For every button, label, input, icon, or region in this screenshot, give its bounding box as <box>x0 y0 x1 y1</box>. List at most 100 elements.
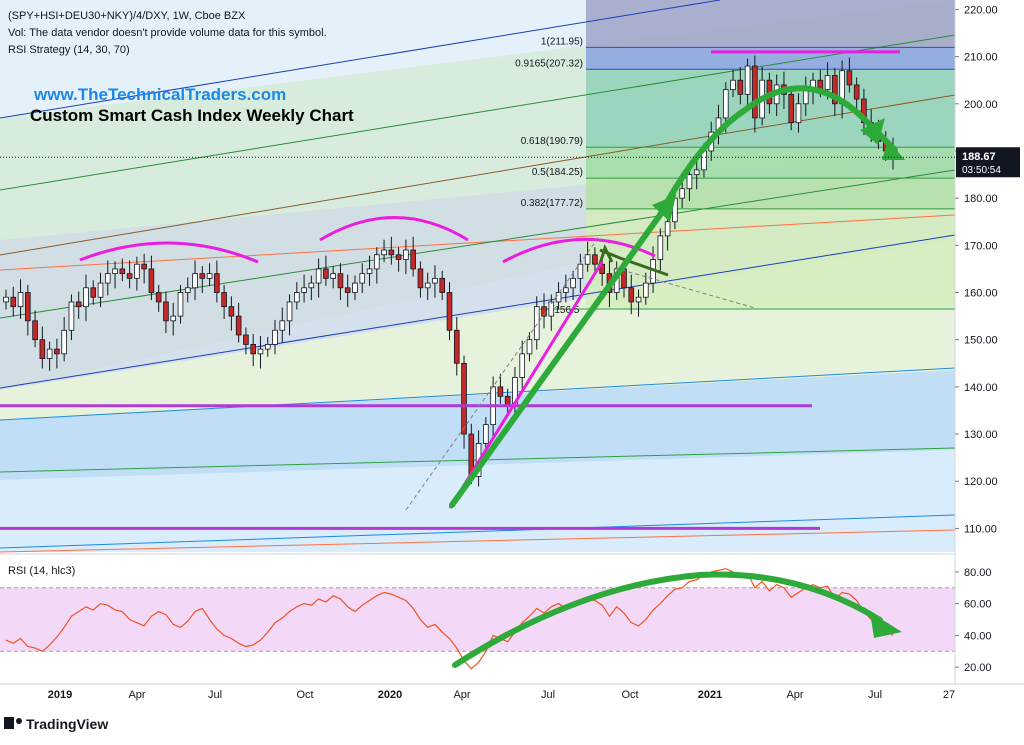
price-candle[interactable] <box>693 156 700 190</box>
price-candle[interactable] <box>221 284 227 319</box>
price-candle[interactable] <box>526 332 533 362</box>
price-candle[interactable] <box>170 302 177 336</box>
price-candle[interactable] <box>439 270 446 301</box>
price-candle[interactable] <box>214 260 220 303</box>
price-candle[interactable] <box>25 284 31 336</box>
price-candle[interactable] <box>308 275 315 301</box>
price-candle[interactable] <box>744 58 751 107</box>
price-candle[interactable] <box>163 291 169 334</box>
price-candle[interactable] <box>730 69 736 98</box>
candle-body <box>141 263 147 270</box>
candle-layer[interactable] <box>3 55 896 487</box>
price-candle[interactable] <box>853 77 860 109</box>
price-candle[interactable] <box>832 67 838 117</box>
price-candle[interactable] <box>90 280 97 305</box>
price-candle[interactable] <box>54 338 60 369</box>
price-candle[interactable] <box>97 272 104 308</box>
price-candle[interactable] <box>134 256 140 291</box>
price-candle[interactable] <box>628 274 635 315</box>
price-candle[interactable] <box>453 317 460 376</box>
price-candle[interactable] <box>294 282 300 310</box>
price-candle[interactable] <box>17 279 24 319</box>
price-candle[interactable] <box>635 289 642 317</box>
price-candle[interactable] <box>446 282 453 341</box>
price-candle[interactable] <box>3 289 9 310</box>
price-candle[interactable] <box>264 336 271 357</box>
price-candle[interactable] <box>584 241 591 272</box>
price-candle[interactable] <box>75 291 82 319</box>
price-candle[interactable] <box>352 275 358 301</box>
time-tick-label: Jul <box>541 689 555 701</box>
candle-body <box>163 301 169 322</box>
price-candle[interactable] <box>32 310 38 348</box>
price-candle[interactable] <box>257 335 264 369</box>
price-candle[interactable] <box>337 263 344 301</box>
price-candle[interactable] <box>250 334 256 367</box>
price-candle[interactable] <box>141 253 147 284</box>
price-candle[interactable] <box>243 327 249 355</box>
price-candle[interactable] <box>417 261 424 298</box>
price-candle[interactable] <box>68 294 75 341</box>
price-candle[interactable] <box>497 373 504 404</box>
price-candle[interactable] <box>206 263 213 286</box>
price-candle[interactable] <box>395 247 402 272</box>
price-candle[interactable] <box>46 341 53 371</box>
price-candle[interactable] <box>155 284 162 312</box>
price-candle[interactable] <box>301 274 307 303</box>
price-candle[interactable] <box>184 277 191 303</box>
price-candle[interactable] <box>577 253 584 293</box>
price-candle[interactable] <box>330 266 336 289</box>
price-candle[interactable] <box>344 274 351 308</box>
price-candle[interactable] <box>104 260 111 296</box>
price-candle[interactable] <box>228 296 235 331</box>
price-candle[interactable] <box>752 55 758 133</box>
price-candle[interactable] <box>563 274 569 303</box>
candle-body <box>10 296 17 308</box>
price-candle[interactable] <box>519 340 526 393</box>
price-candle[interactable] <box>286 294 293 336</box>
price-candle[interactable] <box>10 286 17 317</box>
price-candle[interactable] <box>366 255 373 286</box>
price-candle[interactable] <box>119 258 126 282</box>
price-candle[interactable] <box>112 261 118 289</box>
price-candle[interactable] <box>192 260 198 301</box>
watermark-url[interactable]: www.TheTechnicalTraders.com <box>33 85 286 104</box>
price-candle[interactable] <box>315 258 322 298</box>
price-candle[interactable] <box>373 247 380 284</box>
price-candle[interactable] <box>541 293 547 329</box>
price-candle[interactable] <box>39 326 46 369</box>
price-candle[interactable] <box>795 93 802 133</box>
price-candle[interactable] <box>657 228 664 272</box>
price-candle[interactable] <box>570 270 576 301</box>
price-candle[interactable] <box>410 236 416 277</box>
price-candle[interactable] <box>432 265 438 298</box>
rsi-panel[interactable] <box>0 553 955 683</box>
price-candle[interactable] <box>126 260 133 289</box>
price-candle[interactable] <box>679 181 685 209</box>
price-candle[interactable] <box>199 266 206 293</box>
price-candle[interactable] <box>592 247 598 275</box>
price-candle[interactable] <box>235 302 242 343</box>
price-candle[interactable] <box>323 255 329 286</box>
price-candle[interactable] <box>177 284 184 324</box>
price-candle[interactable] <box>148 255 155 301</box>
price-candle[interactable] <box>533 296 540 350</box>
price-candle[interactable] <box>846 57 853 93</box>
price-candle[interactable] <box>461 355 467 449</box>
price-tick-label: 200.00 <box>964 99 998 111</box>
price-candle[interactable] <box>643 272 649 305</box>
price-candle[interactable] <box>279 307 286 343</box>
price-candle[interactable] <box>359 263 366 293</box>
price-tick-label: 110.00 <box>964 523 997 535</box>
tradingview-logo[interactable]: TradingView <box>4 716 108 732</box>
price-candle[interactable] <box>83 274 89 322</box>
price-candle[interactable] <box>424 272 431 301</box>
price-candle[interactable] <box>548 294 555 331</box>
price-candle[interactable] <box>788 86 795 131</box>
price-candle[interactable] <box>737 66 744 105</box>
price-candle[interactable] <box>381 239 387 263</box>
price-candle[interactable] <box>403 239 409 275</box>
price-candle[interactable] <box>388 236 395 265</box>
price-candle[interactable] <box>61 317 67 362</box>
price-candle[interactable] <box>272 319 278 355</box>
